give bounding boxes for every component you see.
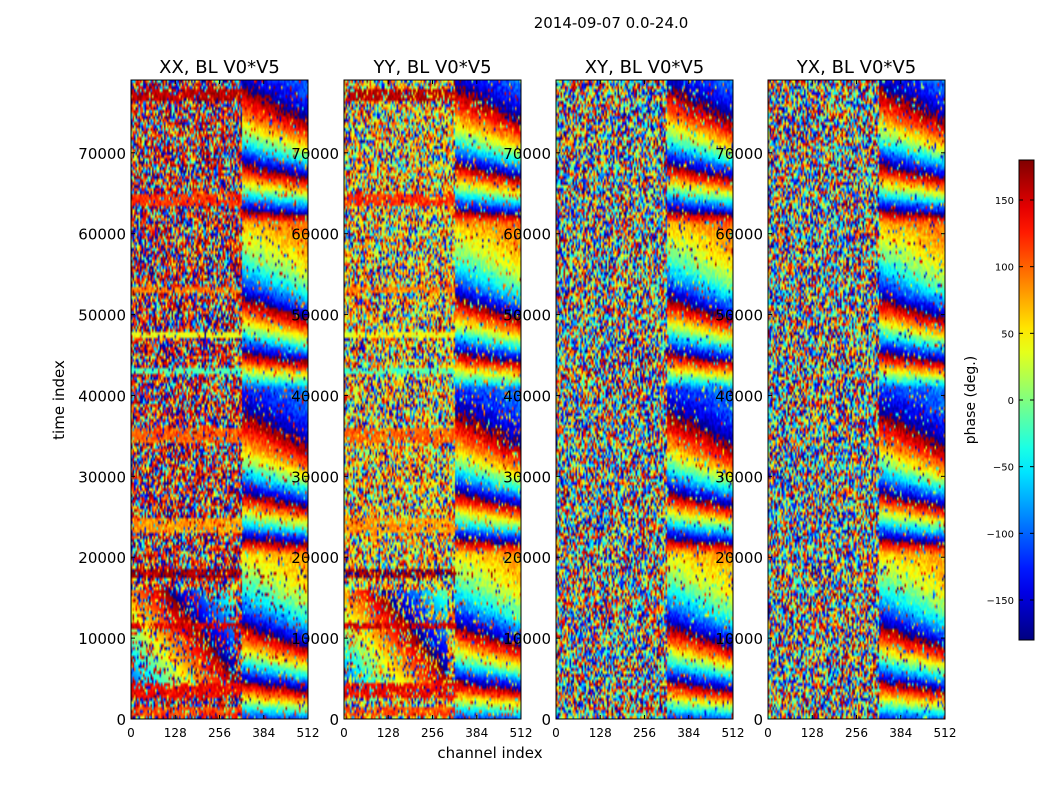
colorbar-tick-label: 0 <box>1008 396 1014 407</box>
x-tick-label: 0 <box>764 726 772 740</box>
y-tick-label: 10000 <box>715 630 763 648</box>
y-tick-label: 20000 <box>715 549 763 567</box>
colorbar-tick-label: 100 <box>995 263 1014 274</box>
panel-title: YY, BL V0*V5 <box>372 57 491 78</box>
colorbar-tick-label: −100 <box>987 529 1014 540</box>
colorbar: −150 −100 −50 0 50 100 150 <box>987 159 1035 641</box>
x-tick-label: 512 <box>297 726 320 740</box>
x-tick-label: 512 <box>510 726 533 740</box>
heatmap-image-xy <box>556 80 733 719</box>
panel-title: YX, BL V0*V5 <box>796 57 916 78</box>
x-tick-label: 128 <box>164 726 187 740</box>
y-tick-label: 10000 <box>503 630 551 648</box>
x-tick-label: 0 <box>340 726 348 740</box>
y-tick-label: 0 <box>329 711 339 729</box>
panel-yx: YX, BL V0*V5 0 128 256 384 512 0 10000 20000 3000… <box>715 57 956 740</box>
x-tick-label: 384 <box>252 726 275 740</box>
y-tick-label: 60000 <box>503 226 551 244</box>
heatmap-image-yy <box>344 80 521 719</box>
y-tick-label: 30000 <box>503 468 551 486</box>
y-tick-label: 30000 <box>78 468 126 486</box>
colorbar-label: phase (deg.) <box>963 356 979 444</box>
y-tick-label: 50000 <box>291 307 339 325</box>
panel-title: XY, BL V0*V5 <box>585 57 704 78</box>
y-tick-label: 40000 <box>78 387 126 405</box>
y-tick-label: 50000 <box>78 307 126 325</box>
x-tick-label: 128 <box>377 726 400 740</box>
x-axis-label: channel index <box>437 744 542 762</box>
y-tick-label: 60000 <box>715 226 763 244</box>
figure-suptitle: 2014-09-07 0.0-24.0 <box>534 14 689 32</box>
y-tick-label: 30000 <box>291 468 339 486</box>
y-tick-label: 50000 <box>503 307 551 325</box>
x-tick-label: 384 <box>889 726 912 740</box>
x-tick-label: 256 <box>633 726 656 740</box>
x-tick-label: 512 <box>722 726 745 740</box>
x-tick-label: 384 <box>465 726 488 740</box>
colorbar-tick-label: −150 <box>987 596 1014 607</box>
y-tick-label: 50000 <box>715 307 763 325</box>
colorbar-tick-label: −50 <box>993 463 1014 474</box>
x-tick-label: 512 <box>934 726 957 740</box>
y-tick-label: 70000 <box>291 145 339 163</box>
heatmap-image-xx <box>131 80 308 719</box>
y-tick-label: 20000 <box>503 549 551 567</box>
x-tick-label: 256 <box>421 726 444 740</box>
panel-xx: XX, BL V0*V5 0 128 256 384 512 0 10000 20000 3000… <box>78 57 319 740</box>
y-tick-label: 30000 <box>715 468 763 486</box>
y-tick-label: 10000 <box>78 630 126 648</box>
x-tick-label: 128 <box>589 726 612 740</box>
x-tick-label: 256 <box>208 726 231 740</box>
panel-title: XX, BL V0*V5 <box>159 57 280 78</box>
x-tick-label: 0 <box>127 726 135 740</box>
y-tick-label: 40000 <box>715 387 763 405</box>
y-tick-label: 40000 <box>291 387 339 405</box>
panel-yy: YY, BL V0*V5 0 128 256 384 512 0 10000 20000 3000… <box>291 57 532 740</box>
y-tick-label: 0 <box>116 711 126 729</box>
x-tick-label: 384 <box>677 726 700 740</box>
panel-xy: XY, BL V0*V5 0 128 256 384 512 0 10000 20000 3000… <box>503 57 744 740</box>
colorbar-tick-label: 150 <box>995 196 1014 207</box>
x-tick-label: 256 <box>845 726 868 740</box>
y-tick-label: 60000 <box>78 226 126 244</box>
y-tick-label: 20000 <box>78 549 126 567</box>
y-tick-label: 70000 <box>78 145 126 163</box>
heatmap-image-yx <box>768 80 945 719</box>
x-tick-label: 0 <box>552 726 560 740</box>
x-tick-label: 128 <box>801 726 824 740</box>
y-axis-label: time index <box>50 360 68 440</box>
y-tick-label: 40000 <box>503 387 551 405</box>
y-tick-label: 10000 <box>291 630 339 648</box>
y-tick-label: 70000 <box>503 145 551 163</box>
y-tick-label: 20000 <box>291 549 339 567</box>
y-tick-label: 70000 <box>715 145 763 163</box>
y-tick-label: 0 <box>753 711 763 729</box>
colorbar-tick-label: 50 <box>1001 329 1014 340</box>
y-tick-label: 0 <box>541 711 551 729</box>
panels: XX, BL V0*V5 0 128 256 384 512 0 10000 20000 3000… <box>78 57 956 740</box>
y-tick-label: 60000 <box>291 226 339 244</box>
